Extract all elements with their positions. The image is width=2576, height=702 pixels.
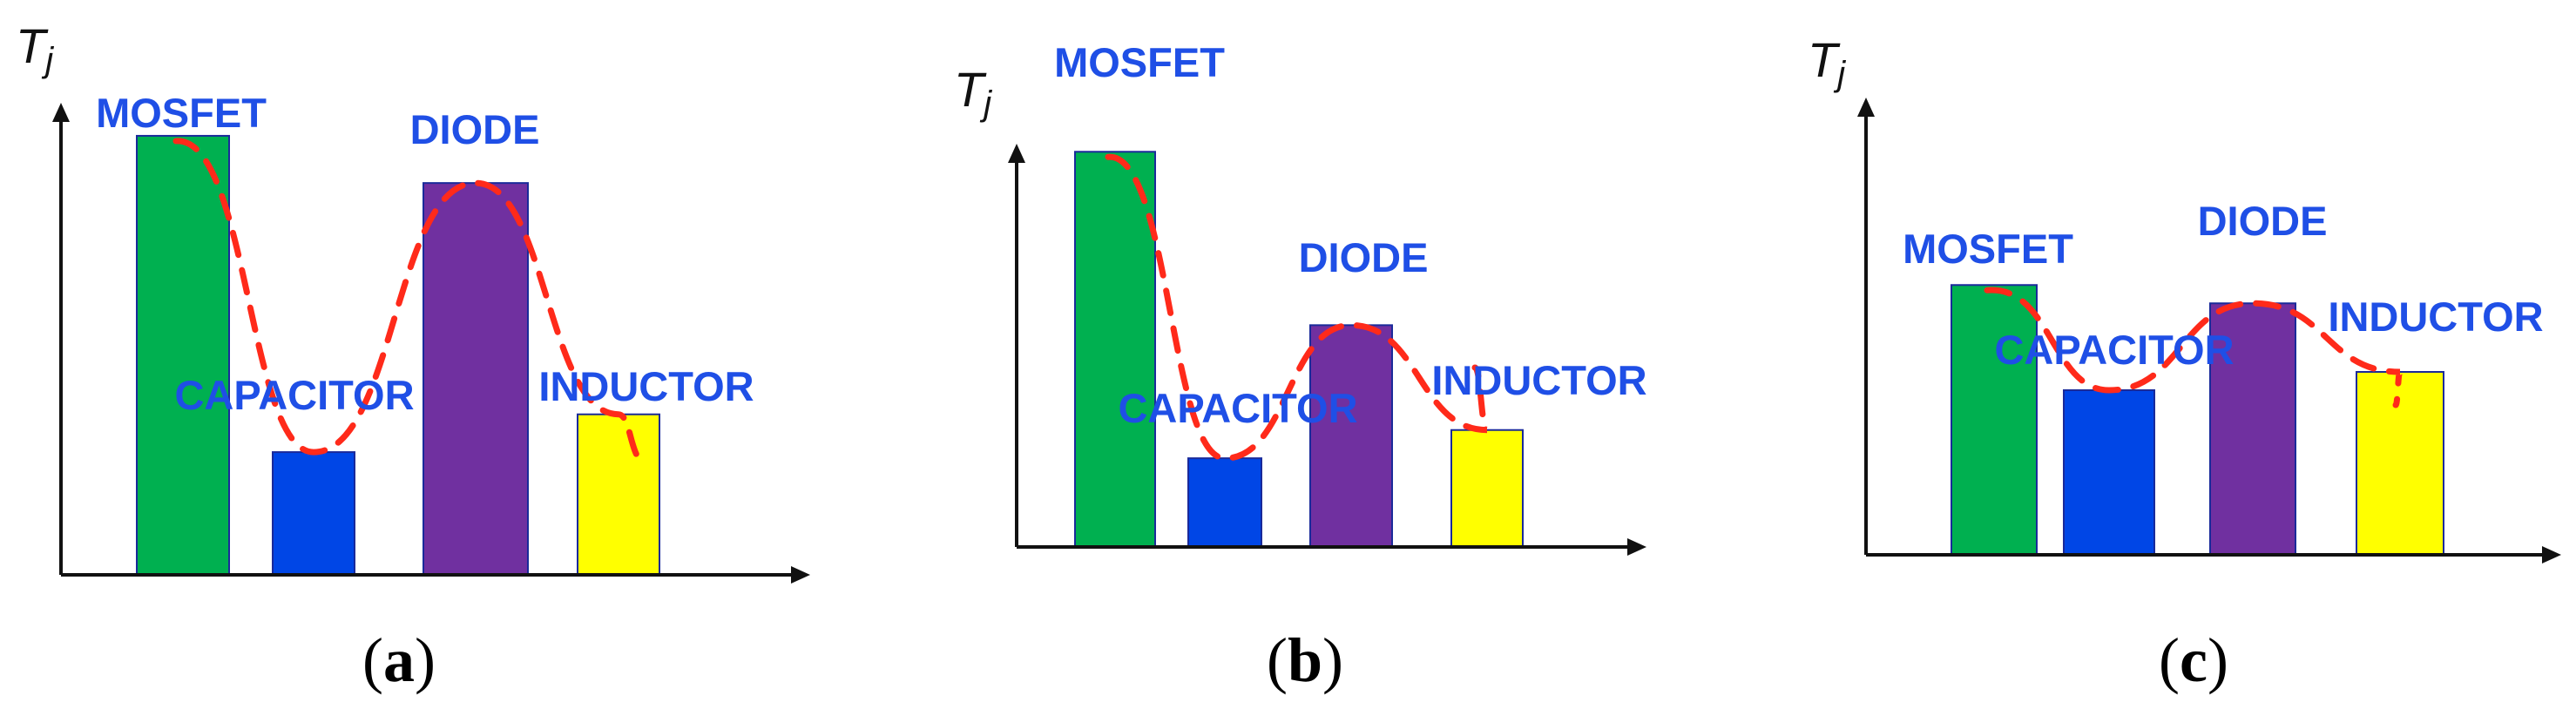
label-diode: DIODE — [2198, 198, 2328, 244]
bar-inductor — [1450, 429, 1524, 549]
bar-mosfet — [136, 134, 230, 576]
y-axis-arrow — [52, 103, 70, 122]
label-inductor: INDUCTOR — [2328, 294, 2543, 340]
bar-mosfet — [1951, 284, 2038, 556]
bar-capacitor — [272, 451, 355, 577]
x-axis-arrow — [1627, 538, 1646, 556]
trend-curve — [1984, 287, 2404, 408]
bar-diode — [423, 182, 529, 576]
chart-panels: MOSFET CAPACITOR DIODE INDUCTOR Tj (a) MOSFET C… — [16, 18, 2561, 695]
chart-panel-1: MOSFET CAPACITOR DIODE INDUCTOR Tj (a) — [16, 18, 810, 695]
x-axis-arrow — [2542, 546, 2561, 564]
bar-inductor — [577, 413, 660, 576]
label-inductor: INDUCTOR — [1431, 357, 1646, 403]
y-axis-label: Tj — [16, 18, 54, 79]
label-mosfet: MOSFET — [1054, 39, 1225, 85]
label-mosfet: MOSFET — [1903, 226, 2073, 272]
y-axis-label: Tj — [1808, 32, 1846, 93]
bar-diode — [2209, 302, 2296, 556]
bar-diode — [1309, 324, 1393, 548]
trend-curve — [172, 138, 646, 463]
label-inductor: INDUCTOR — [538, 363, 754, 409]
trend-curve — [1105, 153, 1491, 462]
label-diode: DIODE — [410, 106, 540, 152]
bar-capacitor — [1187, 457, 1262, 549]
bar-capacitor — [2063, 389, 2155, 556]
y-axis-arrow — [1008, 144, 1025, 163]
y-axis-label: Tj — [954, 62, 992, 123]
bar-mosfet — [1074, 151, 1156, 548]
chart-panel-2: MOSFET CAPACITOR DIODE INDUCTOR Tj (b) — [954, 39, 1647, 695]
label-capacitor: CAPACITOR — [1118, 385, 1357, 431]
label-mosfet: MOSFET — [96, 90, 267, 136]
panel-caption: (a) — [362, 625, 436, 695]
panel-caption: (b) — [1267, 625, 1343, 695]
chart-panel-3: MOSFET CAPACITOR DIODE INDUCTOR Tj (c) — [1808, 32, 2561, 695]
y-axis-arrow — [1857, 98, 1875, 117]
label-diode: DIODE — [1299, 234, 1429, 280]
panel-caption: (c) — [2159, 625, 2228, 695]
label-capacitor: CAPACITOR — [1994, 327, 2234, 373]
x-axis-arrow — [791, 566, 810, 584]
label-capacitor: CAPACITOR — [174, 372, 414, 418]
